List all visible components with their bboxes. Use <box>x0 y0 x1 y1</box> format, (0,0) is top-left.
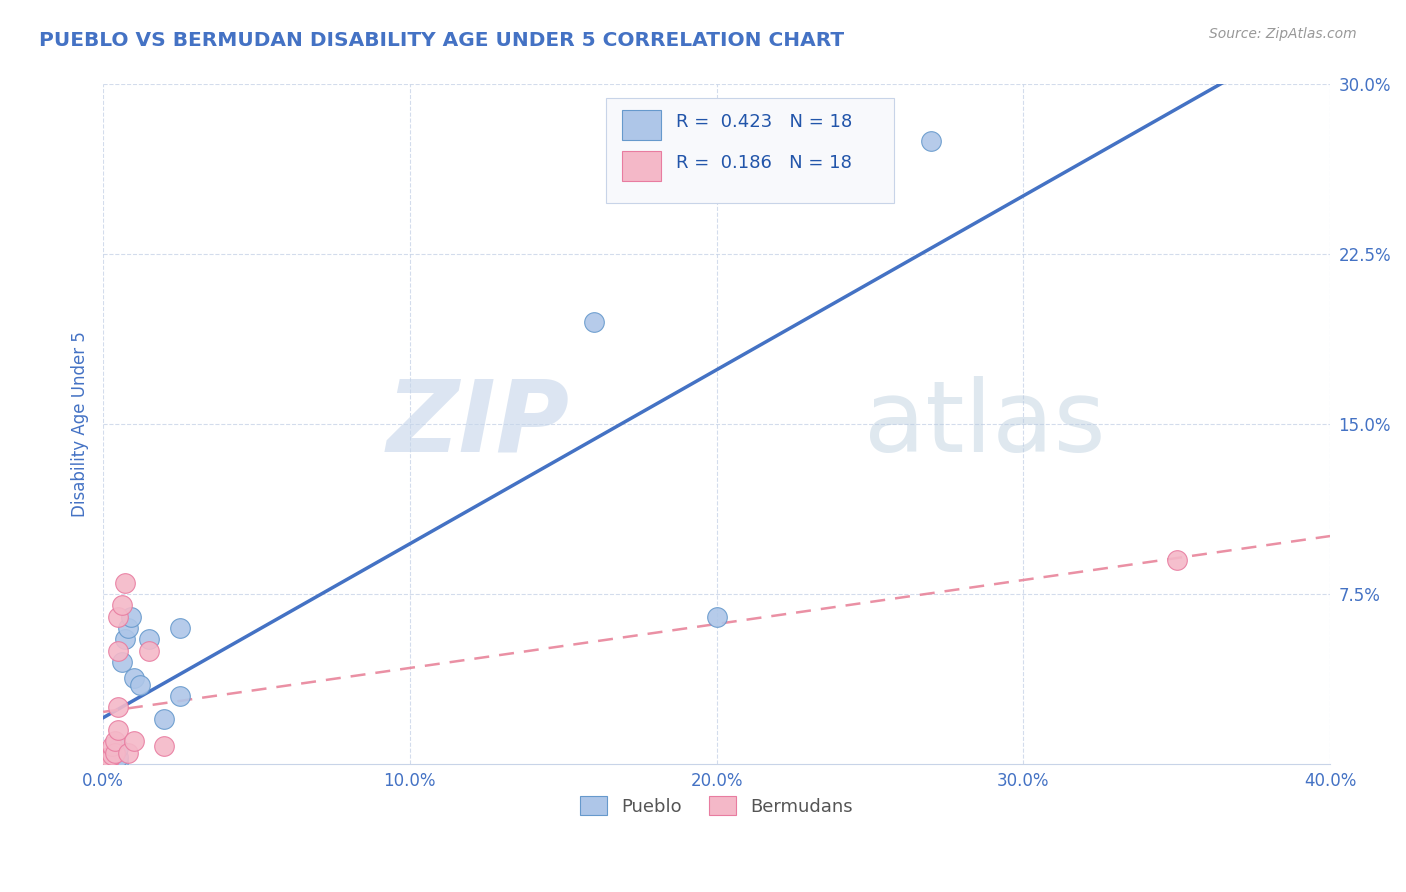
Point <box>104 746 127 760</box>
Text: R =  0.186   N = 18: R = 0.186 N = 18 <box>676 153 852 171</box>
Point <box>96 755 118 769</box>
Point <box>114 632 136 647</box>
Point <box>107 700 129 714</box>
Point <box>153 739 176 753</box>
Point <box>122 734 145 748</box>
Point <box>153 712 176 726</box>
Point <box>129 677 152 691</box>
Text: R =  0.423   N = 18: R = 0.423 N = 18 <box>676 112 852 131</box>
Point <box>582 315 605 329</box>
Point <box>98 752 121 766</box>
Point <box>122 671 145 685</box>
Point <box>706 609 728 624</box>
Point <box>920 134 942 148</box>
Point <box>138 643 160 657</box>
Point <box>98 750 121 764</box>
Point <box>138 632 160 647</box>
Point <box>107 750 129 764</box>
Point <box>117 746 139 760</box>
Text: atlas: atlas <box>863 376 1105 473</box>
Point <box>107 755 129 769</box>
Point <box>104 734 127 748</box>
Point <box>101 747 124 762</box>
FancyBboxPatch shape <box>621 111 661 140</box>
Point <box>120 609 142 624</box>
Point <box>107 741 129 756</box>
Point <box>107 723 129 737</box>
Point <box>117 621 139 635</box>
Point <box>104 750 127 764</box>
Point <box>104 746 127 760</box>
Text: PUEBLO VS BERMUDAN DISABILITY AGE UNDER 5 CORRELATION CHART: PUEBLO VS BERMUDAN DISABILITY AGE UNDER … <box>39 31 845 50</box>
Point <box>1166 553 1188 567</box>
Point <box>104 755 127 769</box>
Point <box>114 575 136 590</box>
Point <box>110 599 132 613</box>
Point <box>169 689 191 703</box>
Point <box>107 609 129 624</box>
Point <box>110 655 132 669</box>
Point <box>104 752 127 766</box>
FancyBboxPatch shape <box>606 98 894 203</box>
Point <box>101 739 124 753</box>
Y-axis label: Disability Age Under 5: Disability Age Under 5 <box>72 331 89 517</box>
Text: ZIP: ZIP <box>387 376 569 473</box>
Point <box>169 621 191 635</box>
Point <box>107 643 129 657</box>
Text: Source: ZipAtlas.com: Source: ZipAtlas.com <box>1209 27 1357 41</box>
FancyBboxPatch shape <box>621 151 661 181</box>
Legend: Pueblo, Bermudans: Pueblo, Bermudans <box>572 789 860 822</box>
